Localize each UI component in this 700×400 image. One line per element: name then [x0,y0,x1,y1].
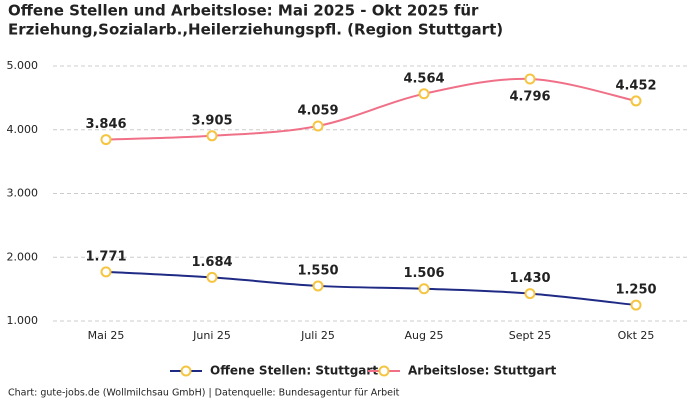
series-line [105,77,637,141]
point-marker [100,266,112,278]
point-marker [524,288,536,300]
legend-marker [180,365,192,377]
data-label: 1.250 [615,283,656,298]
point-marker [312,120,324,132]
data-label: 3.846 [85,117,126,132]
point-marker [630,299,642,311]
x-tick-label: Juni 25 [192,329,231,342]
chart-title: Erziehung,Sozialarb.,Heilerziehungspfl. … [8,21,503,39]
point-marker [206,130,218,142]
point-marker [630,95,642,107]
data-label: 1.771 [85,249,126,264]
data-label: 1.550 [297,263,338,278]
data-label: 4.796 [509,90,550,105]
data-label: 4.059 [297,103,338,118]
point-marker [418,283,430,295]
footer: Chart: gute-jobs.de (Wollmilchsau GmbH) … [8,388,400,399]
x-tick-label: Aug 25 [405,329,444,342]
point-marker [312,280,324,292]
legend-marker [378,365,390,377]
x-tick-label: Mai 25 [88,329,125,342]
y-tick-label: 2.000 [7,250,39,263]
y-tick-label: 5.000 [7,59,39,72]
x-tick-label: Juli 25 [300,329,335,342]
data-label: 1.506 [403,266,444,281]
data-label: 1.430 [509,271,550,286]
point-marker [418,88,430,100]
x-tick-label: Sept 25 [509,329,552,342]
point-marker [206,271,218,283]
data-label: 1.684 [191,255,232,270]
y-tick-label: 4.000 [7,123,39,136]
y-tick-label: 1.000 [7,314,39,327]
x-tick-label: Okt 25 [618,329,655,342]
chart-title: Offene Stellen und Arbeitslose: Mai 2025… [8,2,479,20]
data-label: 4.564 [403,71,444,86]
legend-label: Offene Stellen: Stuttgart [210,364,378,378]
series-line [105,270,637,307]
data-label: 4.452 [615,78,656,93]
y-tick-label: 3.000 [7,187,39,200]
legend-label: Arbeitslose: Stuttgart [408,364,557,378]
data-label: 3.905 [191,113,232,128]
point-marker [524,73,536,85]
point-marker [100,134,112,146]
